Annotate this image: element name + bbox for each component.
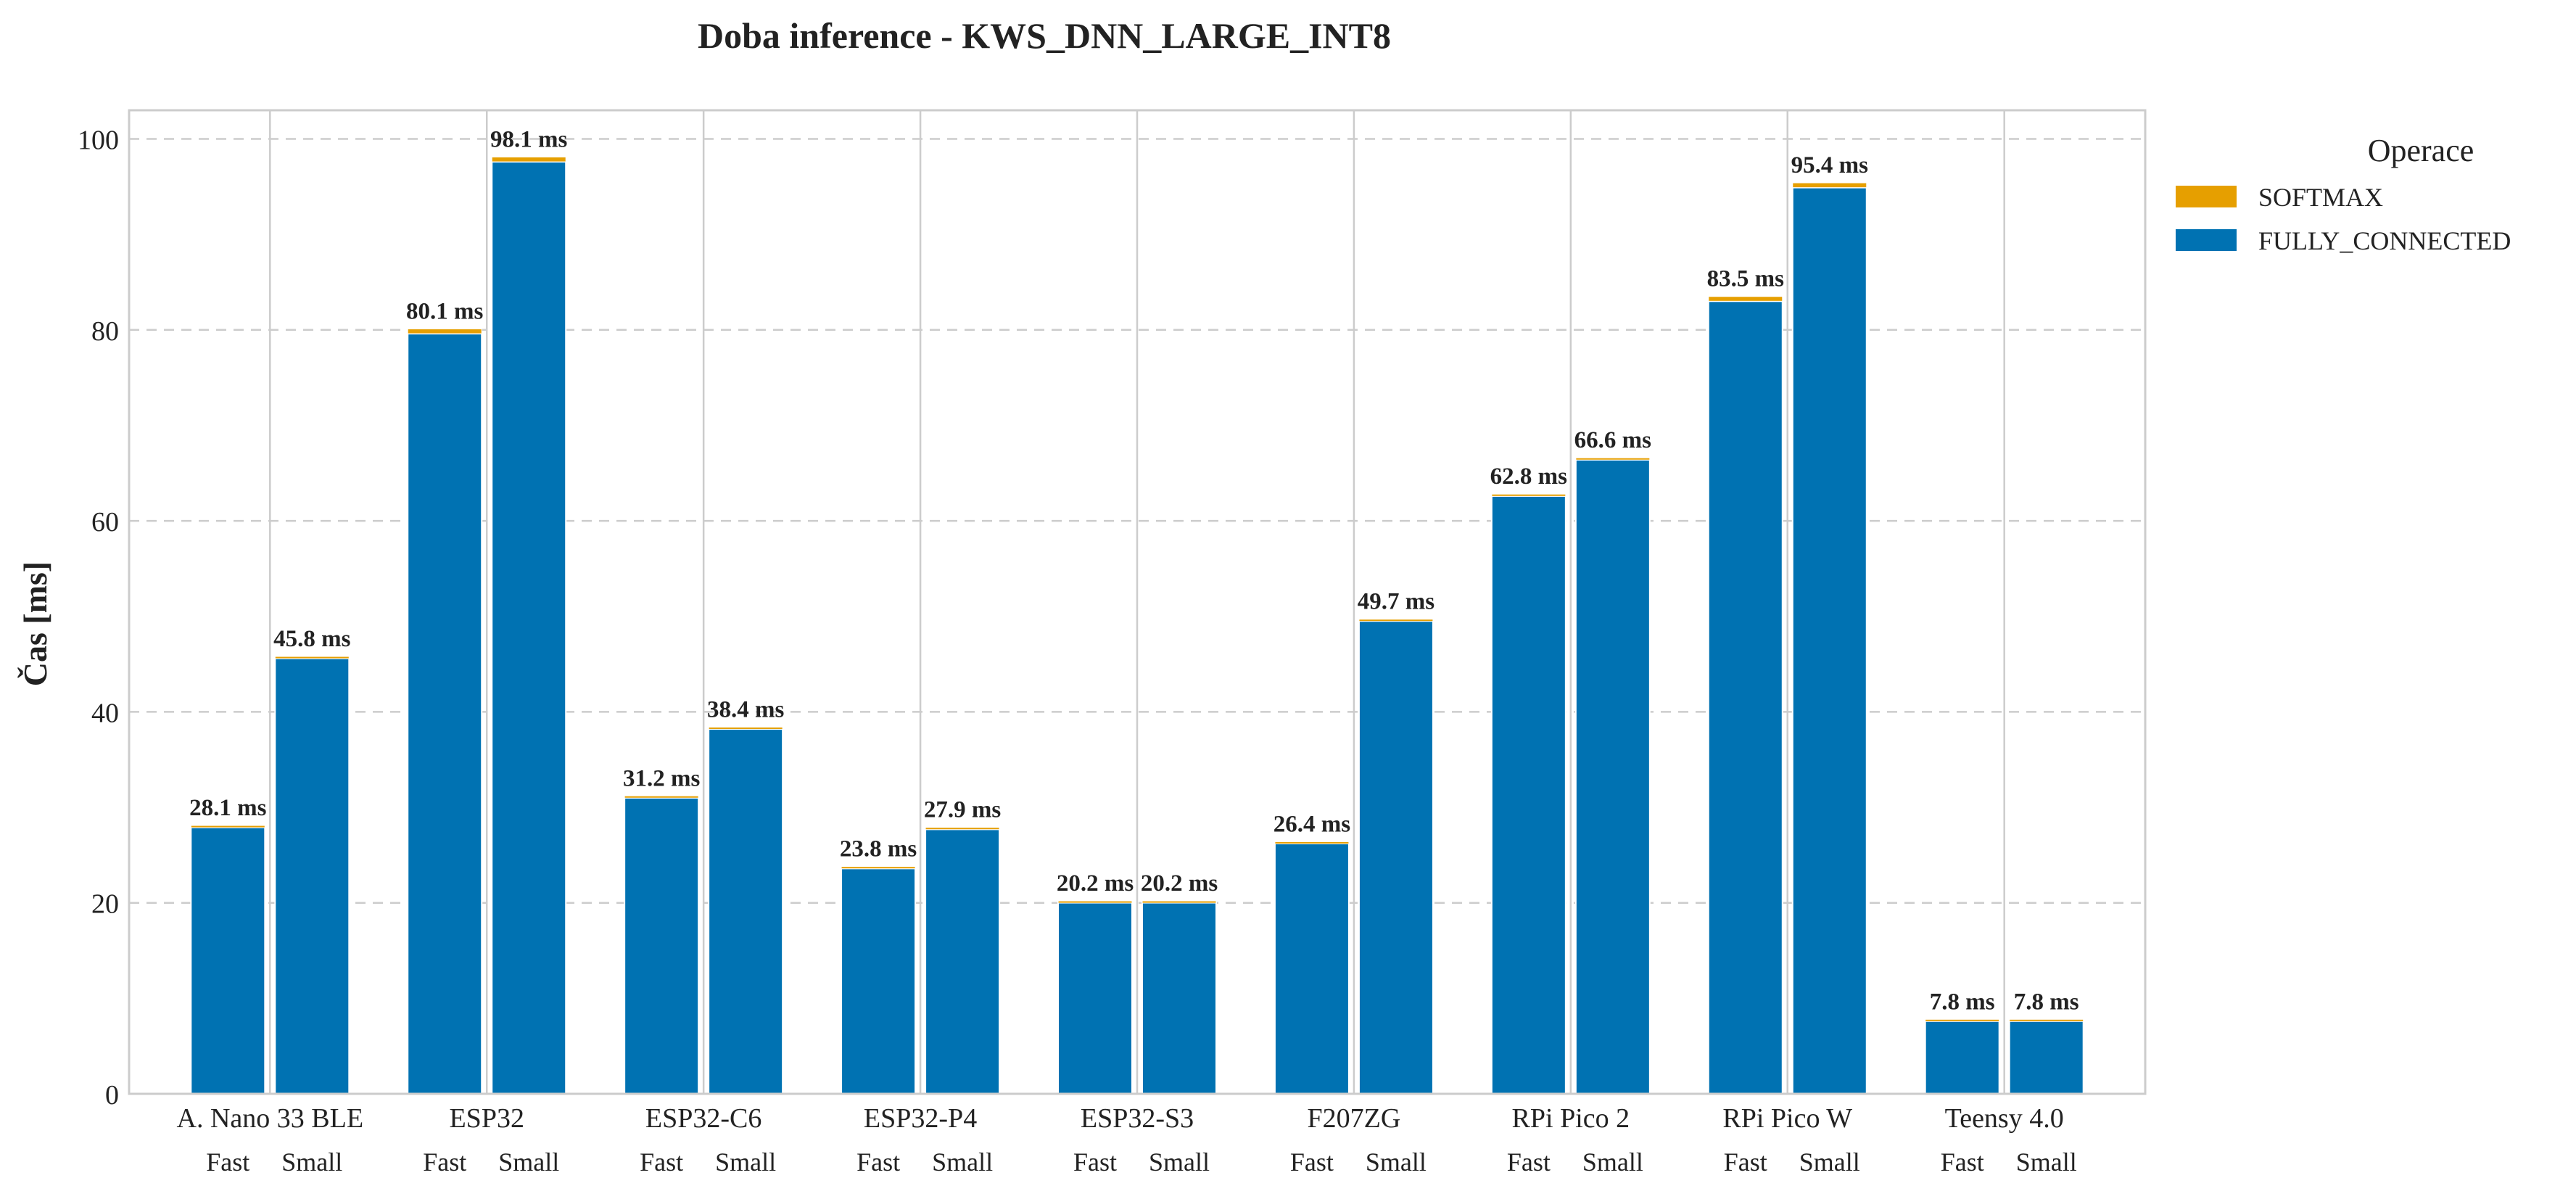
x-variant-label: Small (932, 1148, 993, 1177)
bar-fully-connected (1057, 901, 1133, 1095)
bar-total-label: 45.8 ms (273, 626, 350, 652)
bar-softmax (1358, 619, 1434, 622)
bar-softmax (1575, 457, 1651, 461)
x-variant-label: Fast (206, 1148, 249, 1177)
bar-softmax (1274, 841, 1350, 844)
bar-fully-connected (1358, 619, 1434, 1095)
y-tick-label: 80 (91, 316, 119, 347)
x-tick-label: ESP32 (449, 1103, 524, 1134)
bar-total-label: 20.2 ms (1141, 870, 1218, 897)
bar-fully-connected (1142, 901, 1217, 1095)
bar-fully-connected (491, 161, 567, 1095)
bar-total-label: 27.9 ms (924, 797, 1001, 823)
bar-total-label: 66.6 ms (1574, 427, 1651, 453)
x-tick-label: RPi Pico W (1722, 1103, 1852, 1134)
bar-softmax (1708, 296, 1783, 302)
plot-frame (128, 109, 2147, 1095)
legend-swatch (2176, 229, 2237, 251)
x-variant-label: Small (2016, 1148, 2077, 1177)
legend-label: SOFTMAX (2258, 183, 2383, 212)
y-tick-label: 20 (91, 889, 119, 920)
x-tick-label: A. Nano 33 BLE (177, 1103, 364, 1134)
bar-fully-connected (1273, 841, 1350, 1095)
bar-total-label: 26.4 ms (1273, 811, 1350, 837)
x-variant-label: Small (1799, 1148, 1860, 1177)
chart-title: Doba inference - KWS_DNN_LARGE_INT8 (698, 15, 1391, 56)
bar-fully-connected (190, 826, 266, 1095)
bar-total-label: 83.5 ms (1707, 266, 1784, 292)
bar-fully-connected (1574, 458, 1651, 1095)
bar-fully-connected (624, 796, 700, 1095)
bar-softmax (407, 328, 482, 334)
bar-total-label: 31.2 ms (623, 765, 700, 791)
x-variant-label: Small (1582, 1148, 1643, 1177)
plot-area: 0 20 40 60 80 100 28.1 ms Fast 45.8 ms Small A. Na… (78, 109, 2147, 1177)
legend: Operace SOFTMAX FULLY_CONNECTED (2176, 133, 2511, 255)
bar-fully-connected (1791, 186, 1867, 1095)
x-variant-label: Fast (1724, 1148, 1767, 1177)
bar-softmax (1491, 493, 1566, 497)
y-axis-label: Čas [ms] (17, 561, 54, 686)
bar-fully-connected (1924, 1018, 2000, 1095)
bar-softmax (1925, 1018, 2000, 1022)
bar-softmax (1142, 900, 1217, 904)
y-tick-label: 60 (91, 507, 119, 537)
x-variant-label: Small (715, 1148, 776, 1177)
x-variant-label: Small (498, 1148, 559, 1177)
y-tick-label: 40 (91, 698, 119, 728)
bar-softmax (841, 866, 916, 870)
bar-softmax (624, 795, 699, 799)
bar-total-label: 20.2 ms (1057, 870, 1134, 897)
bar-total-label: 38.4 ms (707, 696, 784, 722)
bar-fully-connected (708, 728, 784, 1095)
y-tick-label: 0 (105, 1080, 119, 1111)
bar-total-label: 7.8 ms (2014, 989, 2079, 1015)
x-variant-label: Fast (423, 1148, 466, 1177)
bar-softmax (708, 726, 783, 730)
bar-total-label: 95.4 ms (1791, 152, 1868, 178)
bar-fully-connected (925, 828, 1001, 1095)
bar-softmax (925, 827, 1000, 831)
bar-softmax (491, 157, 566, 162)
bar-total-label: 23.8 ms (840, 836, 917, 862)
x-tick-label: F207ZG (1308, 1103, 1401, 1134)
bar-softmax (190, 825, 265, 828)
bar-total-label: 28.1 ms (189, 795, 266, 821)
x-variant-label: Small (1149, 1148, 1210, 1177)
x-variant-label: Fast (856, 1148, 900, 1177)
bar-softmax (2009, 1018, 2084, 1022)
x-variant-label: Small (1366, 1148, 1427, 1177)
x-variant-label: Fast (1507, 1148, 1551, 1177)
x-variant-label: Fast (1941, 1148, 1984, 1177)
bar-fully-connected (1707, 300, 1783, 1095)
y-tick-label: 100 (78, 125, 119, 155)
legend-title: Operace (2368, 133, 2474, 168)
bar-total-label: 98.1 ms (490, 127, 567, 153)
bar-fully-connected (274, 657, 350, 1095)
x-tick-label: ESP32-S3 (1081, 1103, 1194, 1134)
x-variant-label: Small (281, 1148, 342, 1177)
bar-fully-connected (407, 333, 483, 1095)
x-variant-label: Fast (1290, 1148, 1334, 1177)
bar-softmax (274, 656, 350, 659)
bar-total-label: 7.8 ms (1930, 989, 1995, 1015)
bar-fully-connected (2008, 1018, 2084, 1095)
legend-swatch (2176, 186, 2237, 207)
x-tick-label: Teensy 4.0 (1945, 1103, 2064, 1134)
x-variant-label: Fast (640, 1148, 683, 1177)
x-tick-label: ESP32-P4 (864, 1103, 977, 1134)
x-tick-label: ESP32-C6 (645, 1103, 761, 1134)
bar-softmax (1792, 182, 1867, 189)
legend-label: FULLY_CONNECTED (2258, 226, 2511, 255)
bar-fully-connected (841, 868, 917, 1095)
bar-fully-connected (1490, 495, 1566, 1095)
bar-total-label: 62.8 ms (1490, 463, 1567, 490)
x-variant-label: Fast (1073, 1148, 1117, 1177)
bar-total-label: 80.1 ms (406, 298, 483, 324)
bar-total-label: 49.7 ms (1358, 589, 1434, 615)
x-tick-label: RPi Pico 2 (1512, 1103, 1630, 1134)
bar-softmax (1057, 900, 1133, 904)
